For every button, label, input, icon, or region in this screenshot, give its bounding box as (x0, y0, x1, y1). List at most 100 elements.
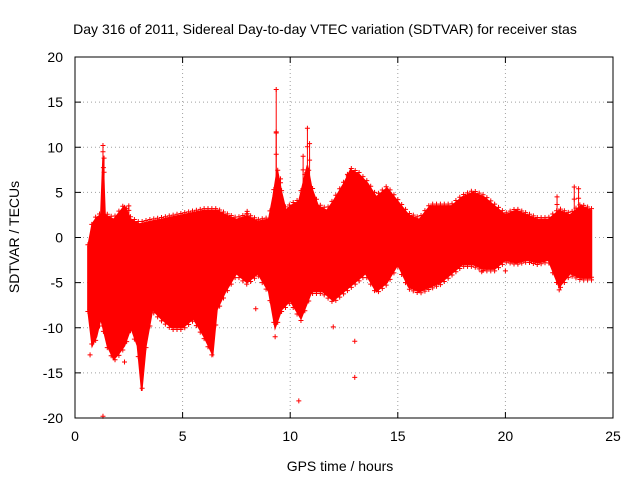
envelope-point (523, 210, 529, 216)
data-band (87, 158, 593, 391)
envelope-point (302, 308, 308, 314)
envelope-point (554, 279, 560, 285)
envelope-point (395, 197, 401, 203)
envelope-point (453, 269, 459, 275)
envelope-point (248, 279, 254, 285)
envelope-point (100, 165, 106, 171)
x-tick-label: 5 (179, 428, 187, 444)
envelope-point (282, 304, 288, 310)
envelope-point (530, 213, 536, 219)
envelope-point (321, 292, 327, 298)
envelope-point (162, 321, 168, 327)
envelope-point (220, 209, 226, 215)
envelope-point (434, 283, 440, 289)
x-tick-label: 20 (498, 428, 514, 444)
outlier-point (352, 338, 358, 344)
outlier-point (121, 359, 127, 365)
spike-point (571, 184, 577, 190)
envelope-point (530, 260, 536, 266)
envelope-point (93, 214, 99, 220)
outlier-point (330, 324, 336, 330)
envelope-point (496, 204, 502, 210)
envelope-point (457, 194, 463, 200)
envelope-point (399, 201, 405, 207)
envelope-point (201, 336, 207, 342)
x-tick-label: 25 (605, 428, 621, 444)
spike-point (278, 180, 284, 186)
axis-ticks: 0 5 10 15 20 25 -20 -15 -10 -5 0 5 10 15 20 (43, 49, 621, 444)
envelope-point (93, 337, 99, 343)
envelope-point (387, 187, 393, 193)
envelope-point (139, 219, 145, 225)
envelope-point (480, 192, 486, 198)
envelope-point (546, 214, 552, 220)
envelope-point (120, 347, 126, 353)
spike-point (300, 153, 306, 159)
x-tick-label: 10 (282, 428, 298, 444)
envelope-point (220, 295, 226, 301)
spike-point (304, 125, 310, 131)
envelope-point (170, 212, 176, 218)
envelope-point (569, 273, 575, 279)
envelope-point (329, 198, 335, 204)
envelope-point (496, 265, 502, 271)
envelope-point (375, 289, 381, 295)
x-tick-label: 0 (71, 428, 79, 444)
envelope-point (333, 297, 339, 303)
outlier-point (556, 287, 562, 293)
envelope-point (97, 211, 103, 217)
envelope-point (213, 322, 219, 328)
spike-point (244, 211, 250, 217)
envelope-point (275, 319, 281, 325)
spike-point (100, 149, 106, 155)
envelope-point (422, 288, 428, 294)
envelope-point (527, 211, 533, 217)
envelope-point (368, 183, 374, 189)
envelope-point (383, 184, 389, 190)
spike-point (554, 194, 560, 200)
envelope-point (116, 208, 122, 214)
envelope-point (155, 215, 161, 221)
envelope-point (263, 215, 269, 221)
envelope-point (298, 318, 304, 324)
envelope-point (162, 214, 168, 220)
chart-title: Day 316 of 2011, Sidereal Day-to-day VTE… (73, 21, 577, 37)
envelope-point (279, 188, 285, 194)
envelope-point (379, 285, 385, 291)
envelope-point (147, 217, 153, 223)
envelope-point (131, 216, 137, 222)
envelope-point (255, 273, 261, 279)
envelope-point (333, 192, 339, 198)
envelope-point (186, 322, 192, 328)
envelope-point (139, 385, 145, 391)
envelope-point (395, 263, 401, 269)
envelope-point (557, 284, 563, 290)
envelope-point (337, 294, 343, 300)
envelope-point (546, 260, 552, 266)
y-tick-label: -5 (51, 275, 64, 291)
outlier-point (253, 306, 259, 312)
spike-point (576, 186, 582, 192)
envelope-point (348, 284, 354, 290)
envelope-point (329, 298, 335, 304)
envelope-point (267, 208, 273, 214)
envelope-point (313, 196, 319, 202)
envelope-point (236, 275, 242, 281)
envelope-point (193, 323, 199, 329)
spike-point (273, 151, 279, 157)
envelope-point (461, 192, 467, 198)
envelope-point (550, 270, 556, 276)
envelope-point (449, 201, 455, 207)
envelope-point (527, 260, 533, 266)
envelope-point (399, 272, 405, 278)
envelope-point (430, 285, 436, 291)
envelope-point (189, 318, 195, 324)
envelope-point (228, 212, 234, 218)
envelope-point (128, 214, 134, 220)
envelope-point (406, 286, 412, 292)
envelope-point (356, 170, 362, 176)
envelope-point (375, 190, 381, 196)
envelope-point (344, 288, 350, 294)
envelope-point (410, 288, 416, 294)
envelope-point (182, 210, 188, 216)
